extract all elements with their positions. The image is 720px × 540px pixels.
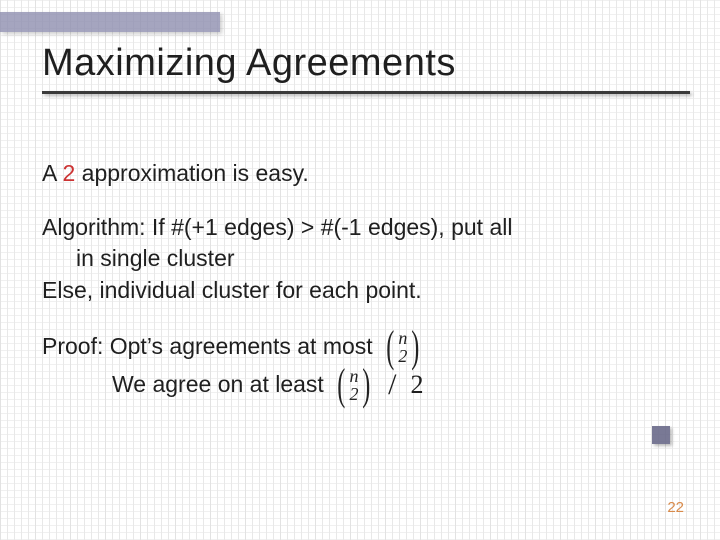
lparen-icon: ( — [386, 329, 394, 364]
divide-symbol: / — [384, 370, 400, 400]
approx-number: 2 — [62, 160, 75, 186]
proof-text-1: Proof: Opt’s agreements at most — [42, 331, 373, 363]
title-block: Maximizing Agreements — [42, 42, 690, 94]
proof-line-1: Proof: Opt’s agreements at most ( n 2 ) — [42, 329, 680, 365]
title-underline — [42, 91, 690, 94]
slide-root: Maximizing Agreements A 2 approximation … — [0, 0, 720, 540]
decorative-topbar — [0, 12, 220, 32]
algo-line-3: Else, individual cluster for each point. — [42, 275, 680, 307]
binom-bottom: 2 — [349, 385, 358, 403]
binom-n-2-b: ( n 2 ) — [334, 367, 374, 403]
binom-stack: n 2 — [348, 367, 359, 403]
proof-line-2: We agree on at least ( n 2 ) / 2 — [42, 367, 680, 403]
rparen-icon: ) — [412, 329, 420, 364]
approx-line: A 2 approximation is easy. — [42, 158, 680, 190]
binom-stack: n 2 — [397, 329, 408, 365]
algo-line-1: Algorithm: If #(+1 edges) > #(-1 edges),… — [42, 212, 680, 244]
divisor-two: 2 — [410, 367, 423, 403]
content-block: A 2 approximation is easy. Algorithm: If… — [42, 158, 680, 425]
approx-pre: A — [42, 160, 62, 186]
slide-title: Maximizing Agreements — [42, 42, 690, 85]
approx-post: approximation is easy. — [75, 160, 309, 186]
binom-top: n — [398, 329, 407, 347]
algorithm-block: Algorithm: If #(+1 edges) > #(-1 edges),… — [42, 212, 680, 307]
rparen-icon: ) — [363, 367, 371, 402]
proof-text-2: We agree on at least — [112, 369, 324, 401]
algo-line-2: in single cluster — [42, 243, 680, 275]
lparen-icon: ( — [337, 367, 345, 402]
qed-box-icon — [652, 426, 670, 444]
binom-top: n — [349, 367, 358, 385]
page-number: 22 — [667, 499, 684, 516]
proof-block: Proof: Opt’s agreements at most ( n 2 ) … — [42, 329, 680, 403]
binom-n-2-a: ( n 2 ) — [383, 329, 423, 365]
binom-bottom: 2 — [398, 347, 407, 365]
